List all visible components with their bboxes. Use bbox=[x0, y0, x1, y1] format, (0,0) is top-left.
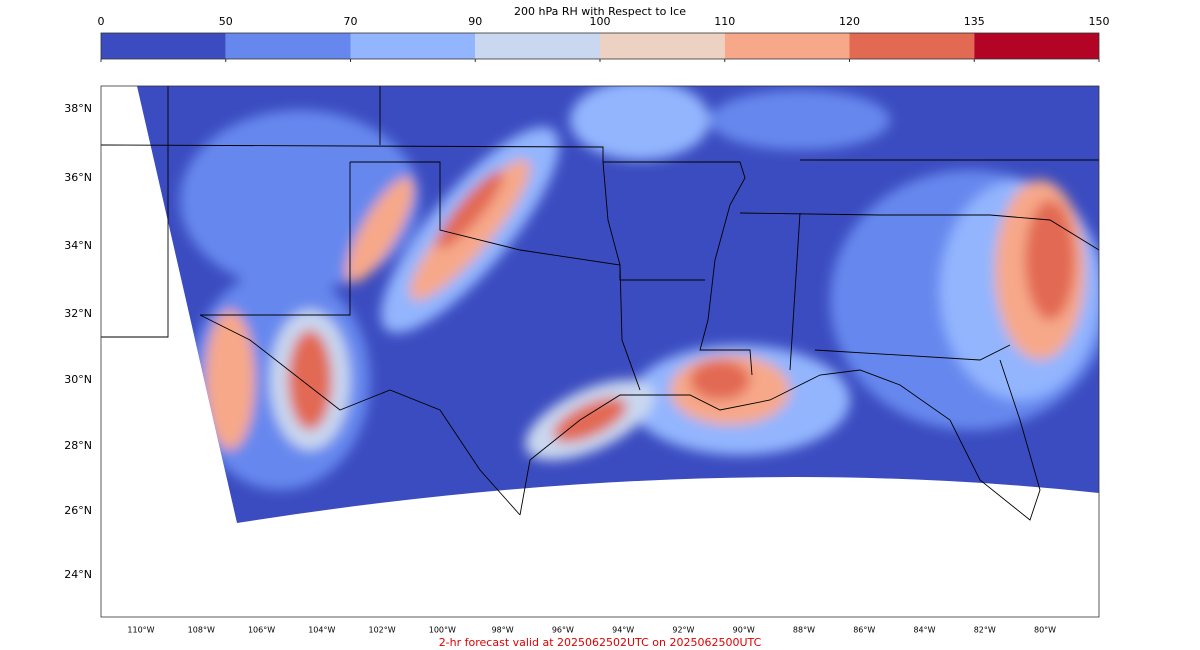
colorbar-tick-label: 110 bbox=[714, 15, 735, 28]
colorbar-tick-label: 70 bbox=[344, 15, 358, 28]
lon-label: 98°W bbox=[492, 626, 514, 635]
lat-label: 28°N bbox=[64, 439, 92, 452]
lat-label: 30°N bbox=[64, 373, 92, 386]
colorbar-tick-label: 50 bbox=[219, 15, 233, 28]
lat-label: 34°N bbox=[64, 239, 92, 252]
lon-label: 108°W bbox=[188, 626, 215, 635]
colorbar: 0 50 70 90 100 110 120 135 150 bbox=[98, 15, 1110, 62]
lon-label: 86°W bbox=[853, 626, 875, 635]
lat-label: 36°N bbox=[64, 171, 92, 184]
lon-label: 110°W bbox=[127, 626, 154, 635]
colorbar-segment bbox=[600, 33, 725, 59]
colorbar-tick-label: 100 bbox=[590, 15, 611, 28]
colorbar-segment bbox=[475, 33, 600, 59]
lon-label: 96°W bbox=[552, 626, 574, 635]
boundaries bbox=[100, 86, 1100, 521]
rh-field bbox=[137, 86, 1099, 523]
lon-label: 80°W bbox=[1034, 626, 1056, 635]
colorbar-tick-label: 135 bbox=[964, 15, 985, 28]
lon-label: 106°W bbox=[248, 626, 275, 635]
footer: 2-hr forecast valid at 2025062502UTC on … bbox=[439, 636, 762, 649]
map-frame bbox=[100, 85, 1100, 618]
lon-label: 102°W bbox=[368, 626, 395, 635]
colorbar-tick-label: 0 bbox=[98, 15, 105, 28]
colorbar-segment bbox=[350, 33, 476, 59]
colorbar-title: 200 hPa RH with Respect to Ice bbox=[514, 5, 686, 18]
lat-label: 26°N bbox=[64, 504, 92, 517]
colorbar-segment bbox=[724, 33, 850, 59]
lon-label: 100°W bbox=[429, 626, 456, 635]
colorbar-segment bbox=[225, 33, 351, 59]
lon-label: 104°W bbox=[308, 626, 335, 635]
lon-label: 88°W bbox=[793, 626, 815, 635]
lon-label: 82°W bbox=[974, 626, 996, 635]
colorbar-frame bbox=[100, 32, 1100, 60]
colorbar-tick-label: 90 bbox=[468, 15, 482, 28]
lon-label: 92°W bbox=[672, 626, 694, 635]
colorbar-segment bbox=[849, 33, 975, 59]
lon-label: 84°W bbox=[913, 626, 935, 635]
colorbar-segment bbox=[974, 33, 1099, 59]
colorbar-segment bbox=[101, 33, 226, 59]
lon-label: 94°W bbox=[612, 626, 634, 635]
colorbar-tick-label: 150 bbox=[1089, 15, 1110, 28]
colorbar-tick-label: 120 bbox=[839, 15, 860, 28]
graticule-labels: 38°N 36°N 34°N 32°N 30°N 28°N 26°N 24°N 110°W 108… bbox=[64, 102, 1056, 635]
lat-label: 38°N bbox=[64, 102, 92, 115]
lat-label: 24°N bbox=[64, 568, 92, 581]
lon-label: 90°W bbox=[733, 626, 755, 635]
lat-label: 32°N bbox=[64, 307, 92, 320]
